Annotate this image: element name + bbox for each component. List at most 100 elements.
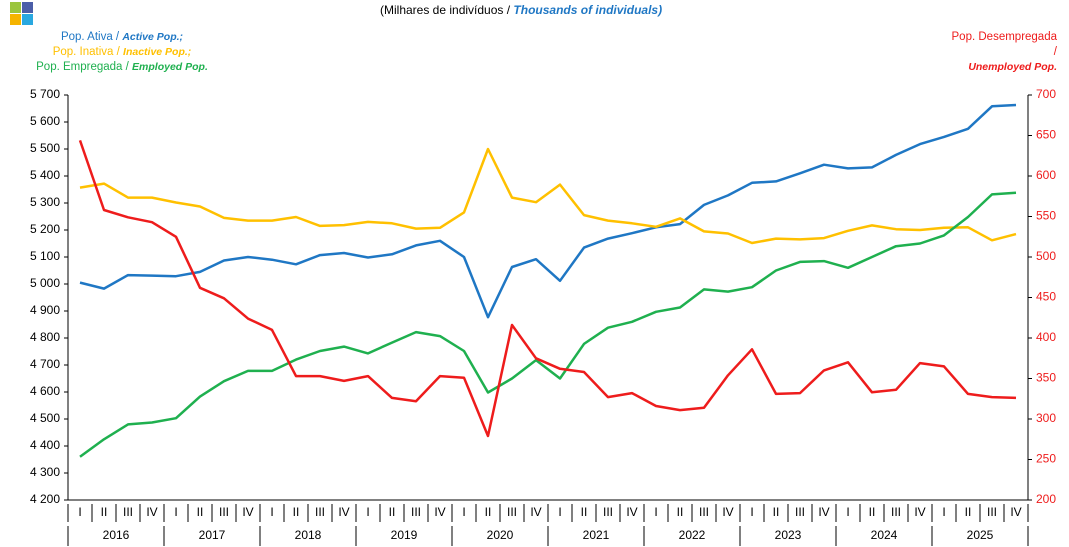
y2-tick-label: 200 [1036,492,1056,506]
x-tick-label: I [942,505,945,519]
y-tick-label: 5 200 [30,222,60,236]
x-tick-label: IV [242,505,253,519]
legend-label: Inactive Pop.; [123,46,192,58]
legend-label: Pop. Inativa / [52,46,120,58]
x-tick-label: II [389,505,396,519]
x-tick-label: II [197,505,204,519]
y2-tick-label: 650 [1036,128,1056,142]
y-tick-label: 4 200 [30,492,60,506]
group-label: 2020 [487,528,514,542]
x-tick-label: III [699,505,709,519]
y-tick-label: 5 100 [30,249,60,263]
legend-label: Pop. Ativa / [60,31,120,43]
x-tick-label: II [965,505,972,519]
x-tick-label: III [411,505,421,519]
x-tick-label: III [219,505,229,519]
x-tick-label: IV [338,505,349,519]
title-en: Thousands of individuals) [513,3,662,17]
y2-tick-label: 350 [1036,371,1056,385]
group-label: 2021 [583,528,610,542]
y2-tick-label: 250 [1036,452,1056,466]
series-line [78,139,1017,438]
legend: Pop. Ativa / Active Pop.; Pop. Inativa /… [22,30,222,75]
group-label: 2025 [967,528,994,542]
series-line [79,103,1017,319]
x-tick-label: I [654,505,657,519]
x-tick-label: IV [914,505,925,519]
x-tick-label: I [750,505,753,519]
x-tick-label: I [366,505,369,519]
y-tick-label: 4 600 [30,384,60,398]
x-tick-label: III [507,505,517,519]
x-tick-label: II [293,505,300,519]
x-tick-label: II [869,505,876,519]
y-tick-label: 4 700 [30,357,60,371]
y2-tick-label: 300 [1036,411,1056,425]
y-tick-label: 5 600 [30,114,60,128]
legend-item: Pop. Empregada / Employed Pop. [22,60,222,75]
y2-tick-label: 450 [1036,290,1056,304]
x-tick-label: IV [530,505,541,519]
group-label: 2022 [679,528,706,542]
x-tick-label: II [677,505,684,519]
x-tick-label: IV [722,505,733,519]
x-tick-label: IV [146,505,157,519]
x-tick-label: II [485,505,492,519]
y-tick-label: 4 800 [30,330,60,344]
x-tick-label: I [462,505,465,519]
x-tick-label: IV [626,505,637,519]
x-tick-label: II [101,505,108,519]
y2-tick-label: 500 [1036,249,1056,263]
y-tick-label: 4 300 [30,465,60,479]
x-tick-label: I [174,505,177,519]
x-tick-label: III [123,505,133,519]
y-tick-label: 5 000 [30,276,60,290]
y2-tick-label: 700 [1036,87,1056,101]
logo [22,14,33,25]
logo [10,2,21,13]
group-label: 2017 [199,528,226,542]
legend-label: Active Pop.; [122,31,184,43]
legend-label: Pop. Empregada / [36,61,129,73]
logo [10,14,21,25]
y-tick-label: 5 400 [30,168,60,182]
y-tick-label: 5 500 [30,141,60,155]
legend-label: Unemployed Pop. [968,61,1057,73]
series-line [79,147,1017,245]
group-label: 2023 [775,528,802,542]
x-tick-label: I [78,505,81,519]
x-tick-label: IV [1010,505,1021,519]
legend-item: Pop. Desempregada / Unemployed Pop. [947,30,1057,75]
x-tick-label: III [315,505,325,519]
group-label: 2024 [871,528,898,542]
x-tick-label: I [270,505,273,519]
y-tick-label: 5 700 [30,87,60,101]
group-label: 2016 [103,528,130,542]
x-tick-label: III [795,505,805,519]
y-tick-label: 4 500 [30,411,60,425]
group-label: 2019 [391,528,418,542]
legend-label: Employed Pop. [132,61,208,73]
x-tick-label: I [558,505,561,519]
logo [22,2,33,13]
y-tick-label: 5 300 [30,195,60,209]
x-tick-label: IV [434,505,445,519]
legend-item: Pop. Inativa / Inactive Pop.; [22,45,222,60]
y-tick-label: 4 400 [30,438,60,452]
x-tick-label: II [581,505,588,519]
x-tick-label: II [773,505,780,519]
x-tick-label: I [846,505,849,519]
title-pt: (Milhares de indivíduos / [380,3,511,17]
x-tick-label: III [987,505,997,519]
y2-tick-label: 600 [1036,168,1056,182]
group-label: 2018 [295,528,322,542]
x-tick-label: IV [818,505,829,519]
legend-label: Pop. Desempregada / [951,31,1057,58]
y2-tick-label: 400 [1036,330,1056,344]
x-tick-label: III [891,505,901,519]
y2-tick-label: 550 [1036,209,1056,223]
y-tick-label: 4 900 [30,303,60,317]
series-line [79,191,1017,458]
